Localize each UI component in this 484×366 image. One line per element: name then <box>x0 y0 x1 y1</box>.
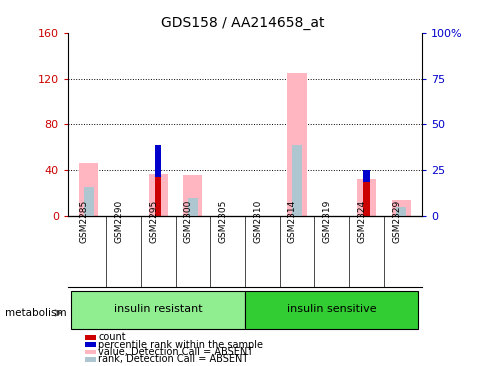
Text: metabolism: metabolism <box>5 308 66 318</box>
Text: GSM2290: GSM2290 <box>114 200 123 243</box>
Bar <box>356 179 375 216</box>
Text: insulin sensitive: insulin sensitive <box>287 305 376 314</box>
Text: GSM2305: GSM2305 <box>218 200 227 243</box>
Bar <box>391 200 410 216</box>
Text: count: count <box>98 332 126 343</box>
Bar <box>79 163 98 216</box>
Bar <box>187 198 197 216</box>
Text: GSM2310: GSM2310 <box>253 200 262 243</box>
Bar <box>71 291 244 329</box>
Bar <box>363 170 369 182</box>
Text: GSM2329: GSM2329 <box>392 200 400 243</box>
Bar <box>155 145 161 177</box>
Bar <box>395 207 406 216</box>
Bar <box>155 177 161 216</box>
Bar <box>363 182 369 216</box>
Text: value, Detection Call = ABSENT: value, Detection Call = ABSENT <box>98 347 253 357</box>
Text: rank, Detection Call = ABSENT: rank, Detection Call = ABSENT <box>98 354 248 365</box>
Text: GDS158 / AA214658_at: GDS158 / AA214658_at <box>160 16 324 30</box>
Bar <box>83 187 94 216</box>
Bar <box>148 173 167 216</box>
Text: GSM2319: GSM2319 <box>322 200 331 243</box>
Text: GSM2285: GSM2285 <box>79 200 89 243</box>
Bar <box>183 175 202 216</box>
Text: insulin resistant: insulin resistant <box>114 305 202 314</box>
Text: percentile rank within the sample: percentile rank within the sample <box>98 340 263 350</box>
Text: GSM2300: GSM2300 <box>183 200 193 243</box>
Bar <box>244 291 418 329</box>
Text: GSM2295: GSM2295 <box>149 200 158 243</box>
Text: GSM2324: GSM2324 <box>357 200 365 243</box>
Bar <box>287 73 306 216</box>
Text: GSM2314: GSM2314 <box>287 200 296 243</box>
Bar <box>291 145 302 216</box>
